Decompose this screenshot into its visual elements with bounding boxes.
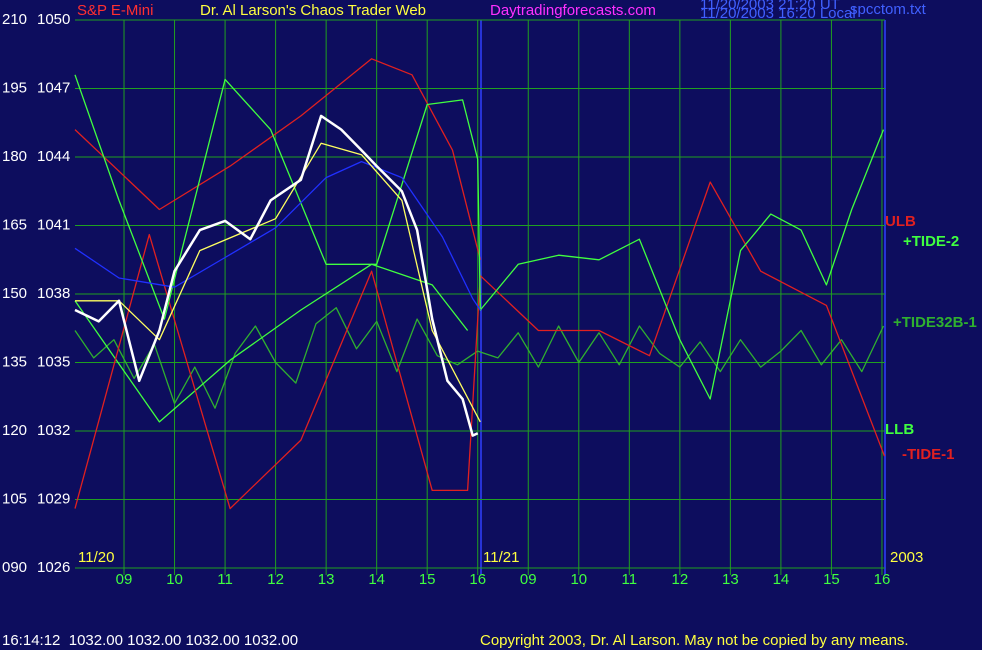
series-line: [74, 74, 885, 400]
annotation: 11/20: [78, 549, 114, 566]
y-tick-label: 1041: [37, 216, 70, 233]
y-tick-label: 1050: [37, 11, 70, 28]
x-tick-label: 15: [419, 571, 436, 588]
y2-tick-label: 105: [2, 490, 27, 507]
annotation: Copyright 2003, Dr. Al Larson. May not b…: [480, 632, 909, 649]
series-line: [74, 114, 479, 437]
x-tick-label: 16: [469, 571, 486, 588]
series-label: +TIDE-2: [903, 233, 959, 250]
x-tick-label: 15: [823, 571, 840, 588]
series-label: +TIDE32B-1: [893, 314, 977, 331]
chart-title: Dr. Al Larson's Chaos Trader Web: [200, 2, 426, 19]
y-tick-label: 1026: [37, 559, 70, 576]
annotation: 11/20/2003 21:20 UT: [700, 0, 840, 13]
series-line: [74, 58, 481, 260]
y-tick-label: 1035: [37, 353, 70, 370]
x-tick-label: 13: [722, 571, 739, 588]
series-label: LLB: [885, 421, 914, 438]
series-label: -TIDE-1: [902, 446, 955, 463]
x-tick-label: 10: [570, 571, 587, 588]
annotation: spcctom.txt: [850, 1, 927, 18]
y2-tick-label: 150: [2, 285, 27, 302]
x-tick-label: 12: [267, 571, 284, 588]
y-tick-label: 1032: [37, 422, 70, 439]
y2-tick-label: 090: [2, 559, 27, 576]
y2-tick-label: 210: [2, 11, 27, 28]
annotation: 11/21: [483, 549, 519, 566]
y2-tick-label: 165: [2, 216, 27, 233]
series-line: [74, 160, 481, 311]
x-tick-label: 16: [874, 571, 891, 588]
y-tick-label: 1047: [37, 79, 70, 96]
annotation: 11/20/2003 16:20 Local: [700, 5, 856, 22]
x-tick-label: 09: [116, 571, 133, 588]
series-label: ULB: [885, 213, 916, 230]
x-tick-label: 11: [622, 571, 638, 588]
annotation: S&P E-Mini: [77, 2, 153, 19]
series-line: [74, 263, 469, 423]
x-tick-label: 10: [166, 571, 183, 588]
x-tick-label: 13: [318, 571, 335, 588]
x-tick-label: 09: [520, 571, 537, 588]
y2-tick-label: 195: [2, 79, 27, 96]
y-tick-label: 1038: [37, 285, 70, 302]
y2-tick-label: 120: [2, 422, 27, 439]
y2-tick-label: 135: [2, 353, 27, 370]
y2-tick-label: 180: [2, 148, 27, 165]
annotation: Daytradingforecasts.com: [490, 2, 656, 19]
x-tick-label: 14: [368, 571, 385, 588]
series-line: [74, 307, 885, 409]
x-tick-label: 14: [773, 571, 790, 588]
annotation: 2003: [890, 549, 923, 566]
x-tick-label: 11: [217, 571, 233, 588]
y-tick-label: 1044: [37, 148, 70, 165]
x-tick-label: 12: [672, 571, 689, 588]
annotation: 16:14:12 1032.00 1032.00 1032.00 1032.00: [2, 632, 298, 649]
y-tick-label: 1029: [37, 490, 70, 507]
